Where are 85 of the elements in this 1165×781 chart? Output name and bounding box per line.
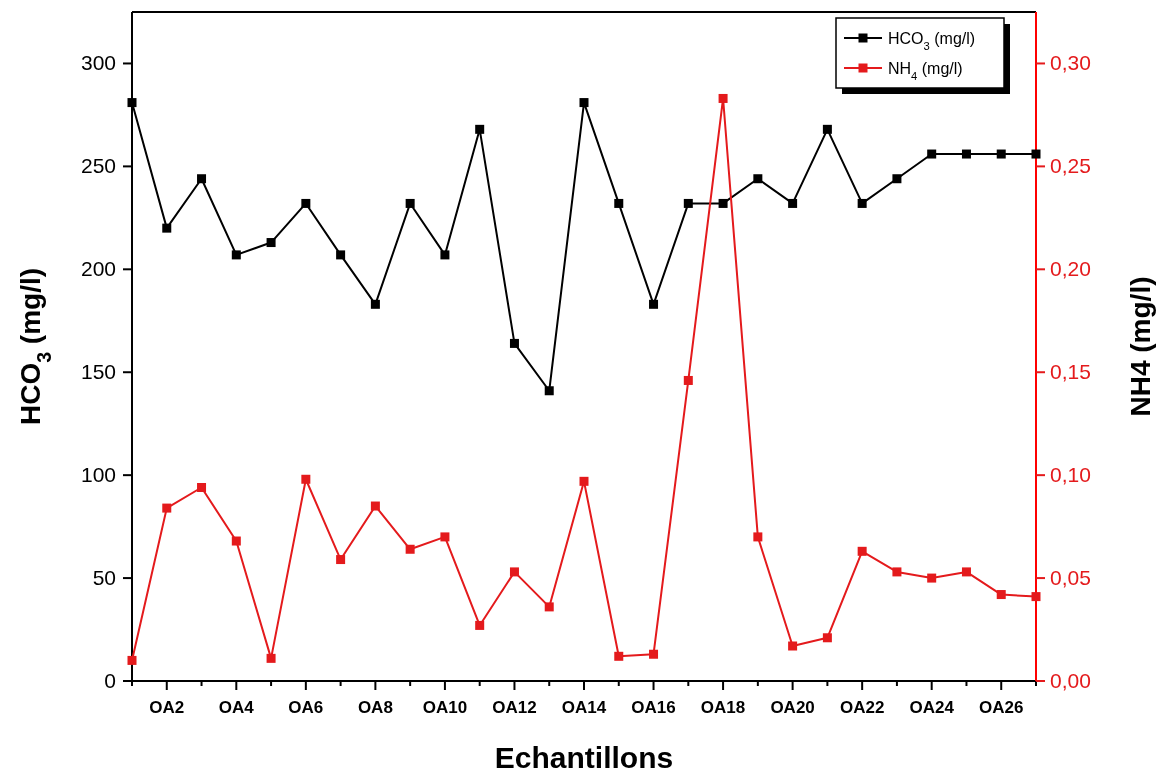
point: [544, 602, 554, 612]
x-tick-label: OA14: [561, 698, 607, 717]
y-tick-label: 100: [80, 463, 116, 487]
y-tick-label: 50: [92, 566, 116, 590]
y2-axis-title: NH4 (mg/l): [1125, 276, 1156, 417]
point: [892, 174, 902, 184]
point: [370, 501, 380, 511]
y-tick-label: 300: [80, 51, 116, 75]
point: [197, 174, 207, 184]
x-tick-label: OA16: [631, 698, 676, 717]
point: [649, 299, 659, 309]
point: [996, 590, 1006, 600]
x-tick-label: OA10: [422, 698, 468, 717]
x-tick-label: OA18: [700, 698, 746, 717]
point: [753, 174, 763, 184]
point: [231, 250, 241, 260]
point: [231, 536, 241, 546]
point: [579, 476, 589, 486]
point: [718, 198, 728, 208]
point: [927, 573, 937, 583]
point: [961, 567, 971, 577]
y-tick-label: 250: [80, 154, 116, 178]
point: [788, 641, 798, 651]
point: [197, 483, 207, 493]
point: [649, 649, 659, 659]
y-tick-label: 200: [80, 257, 116, 281]
point: [266, 238, 276, 248]
point: [544, 386, 554, 396]
point: [266, 653, 276, 663]
legend-label: NH$_{4}$ (mg/l): [888, 60, 963, 82]
point: [127, 655, 137, 665]
x-tick-label: OA6: [288, 698, 324, 717]
point: [927, 149, 937, 159]
point: [301, 198, 311, 208]
point: [614, 651, 624, 661]
point: [475, 124, 485, 134]
point: [336, 250, 346, 260]
point: [857, 546, 867, 556]
point: [162, 223, 172, 233]
point: [718, 93, 728, 103]
point: [475, 620, 485, 630]
point: [509, 567, 519, 577]
point: [509, 338, 519, 348]
legend-label: HCO$_{3}$ (mg/l): [888, 30, 976, 52]
y2-tick-label: 0,15: [1050, 360, 1091, 384]
x-tick-label: OA8: [357, 698, 393, 717]
y2-tick-label: 0,10: [1050, 463, 1091, 487]
y2-tick-label: 0,25: [1050, 154, 1091, 178]
point: [301, 474, 311, 484]
point: [127, 98, 137, 108]
x-tick-label: OA12: [492, 698, 537, 717]
point: [996, 149, 1006, 159]
y-tick-label: 0: [104, 669, 116, 692]
point: [370, 299, 380, 309]
x-tick-label: OA26: [979, 698, 1024, 717]
point: [440, 250, 450, 260]
point: [683, 375, 693, 385]
point: [336, 555, 346, 565]
point: [822, 124, 832, 134]
point: [1031, 592, 1041, 602]
point: [440, 532, 450, 542]
point: [892, 567, 902, 577]
point: [753, 532, 763, 542]
x-tick-label: OA2: [149, 698, 185, 717]
point: [857, 198, 867, 208]
point: [788, 198, 798, 208]
point: [162, 503, 172, 513]
y-tick-label: 150: [80, 360, 116, 384]
y2-tick-label: 0,00: [1050, 669, 1091, 692]
y2-tick-label: 0,05: [1050, 566, 1091, 590]
y2-tick-label: 0,30: [1050, 51, 1091, 75]
point: [1031, 149, 1041, 159]
point: [683, 198, 693, 208]
x-tick-label: OA4: [218, 698, 255, 717]
point: [405, 544, 415, 554]
point: [961, 149, 971, 159]
y2-tick-label: 0,20: [1050, 257, 1091, 281]
point: [614, 198, 624, 208]
point: [822, 633, 832, 643]
x-tick-label: OA22: [839, 698, 885, 717]
x-axis-title: Echantillons: [494, 741, 674, 774]
x-tick-label: OA20: [770, 698, 815, 717]
x-tick-label: OA24: [909, 698, 955, 717]
point: [405, 198, 415, 208]
point: [579, 98, 589, 108]
